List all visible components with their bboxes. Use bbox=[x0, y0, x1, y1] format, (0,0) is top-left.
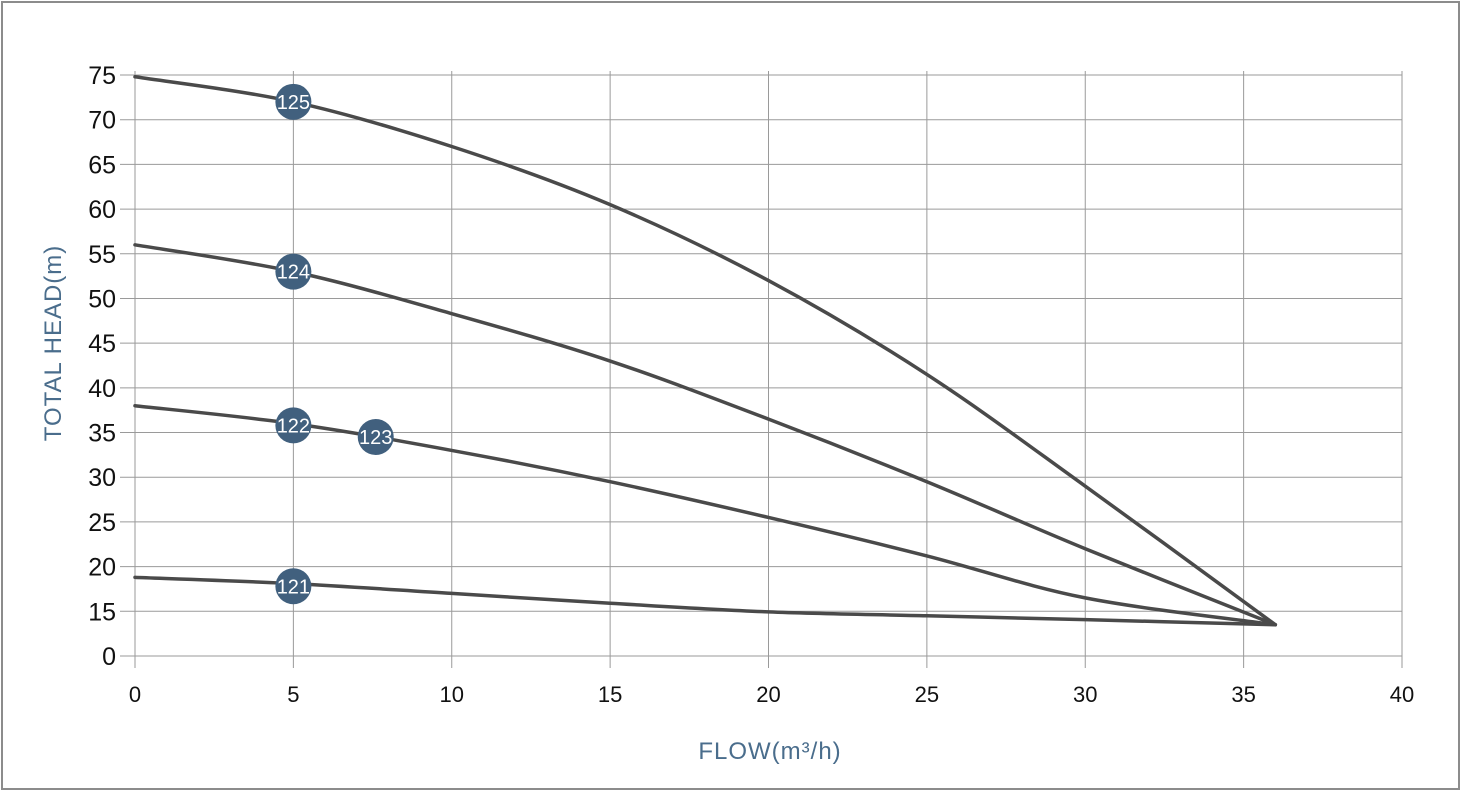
label-badge bbox=[275, 83, 312, 120]
curve-label-125: 125 bbox=[275, 83, 312, 120]
label-text: 124 bbox=[277, 262, 310, 284]
x-tick-labels: 0 5 10 15 20 25 30 35 40 bbox=[129, 682, 1414, 707]
label-badge bbox=[275, 407, 312, 444]
curve-lines bbox=[133, 75, 1278, 627]
curve-label-124: 124 bbox=[275, 253, 312, 290]
y-tick-label: 55 bbox=[88, 241, 116, 269]
label-text: 123 bbox=[359, 427, 392, 449]
curve-labels: 125 124 122 123 121 bbox=[275, 83, 394, 605]
curve-122 bbox=[133, 403, 1278, 627]
y-tick-labels: 0 15 20 25 30 35 40 45 50 55 60 65 70 75 bbox=[88, 62, 116, 671]
label-text: 125 bbox=[277, 92, 310, 114]
label-badge bbox=[275, 253, 312, 290]
y-tick-label: 30 bbox=[88, 464, 116, 492]
x-tick-label: 15 bbox=[598, 682, 622, 707]
y-tick-label: 0 bbox=[102, 643, 116, 671]
y-tick-label: 50 bbox=[88, 285, 116, 313]
y-tick-label: 40 bbox=[88, 375, 116, 403]
x-tick-label: 10 bbox=[440, 682, 464, 707]
y-tick-label: 35 bbox=[88, 420, 116, 448]
x-tick-label: 0 bbox=[129, 682, 141, 707]
label-text: 122 bbox=[277, 415, 310, 437]
y-tick-label: 15 bbox=[88, 598, 116, 626]
curve-label-123: 123 bbox=[357, 419, 394, 456]
grid-lines bbox=[120, 71, 1403, 668]
x-tick-label: 5 bbox=[287, 682, 299, 707]
x-tick-label: 30 bbox=[1073, 682, 1097, 707]
curve-125 bbox=[133, 75, 1278, 627]
curve-label-121: 121 bbox=[275, 568, 312, 605]
label-badge bbox=[275, 568, 312, 605]
curve-121 bbox=[133, 575, 1278, 627]
x-tick-label: 40 bbox=[1390, 682, 1414, 707]
y-tick-label: 20 bbox=[88, 554, 116, 582]
label-badge bbox=[357, 419, 394, 456]
x-tick-label: 35 bbox=[1231, 682, 1255, 707]
y-tick-label: 70 bbox=[88, 107, 116, 135]
x-axis-title: FLOW(m³/h) bbox=[698, 738, 841, 765]
y-tick-label: 45 bbox=[88, 330, 116, 358]
y-tick-label: 75 bbox=[88, 62, 116, 90]
y-tick-label: 25 bbox=[88, 509, 116, 537]
curve-label-122: 122 bbox=[275, 407, 312, 444]
y-axis-title: TOTAL HEAD(m) bbox=[40, 245, 67, 442]
x-tick-label: 25 bbox=[915, 682, 939, 707]
curve-124 bbox=[133, 243, 1278, 627]
label-text: 121 bbox=[277, 576, 310, 598]
x-tick-label: 20 bbox=[756, 682, 780, 707]
y-tick-label: 65 bbox=[88, 151, 116, 179]
y-tick-label: 60 bbox=[88, 196, 116, 224]
